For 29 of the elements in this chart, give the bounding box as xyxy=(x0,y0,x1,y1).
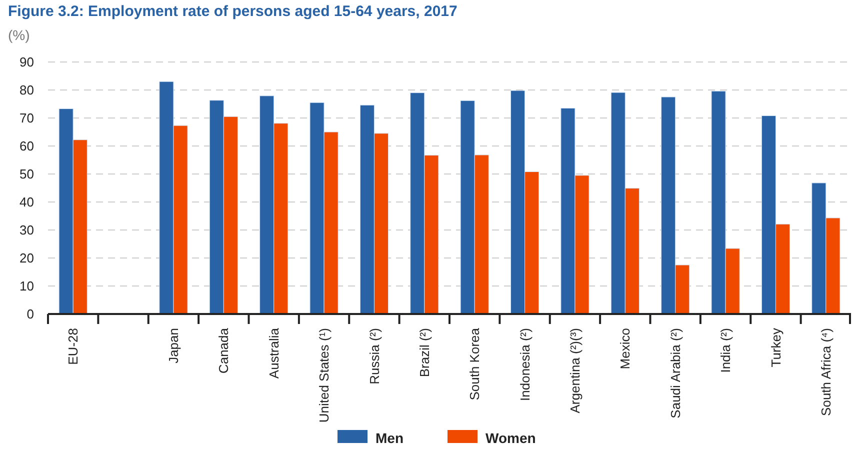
y-tick-label: 40 xyxy=(20,194,34,210)
y-tick-label: 60 xyxy=(20,138,34,154)
y-tick-label: 80 xyxy=(20,82,34,98)
y-tick-label: 30 xyxy=(20,222,34,238)
y-tick-label: 20 xyxy=(20,250,34,266)
chart-title: Figure 3.2: Employment rate of persons aged 15-64 years, 2017 xyxy=(8,3,458,20)
y-tick-label: 50 xyxy=(20,166,34,182)
x-tick-label: Argentina (²)(³) xyxy=(568,328,583,414)
x-tick-label: Brazil (²) xyxy=(416,328,432,378)
x-tick-label: Saudi Arabia (²) xyxy=(668,328,683,418)
x-tick-label: Japan xyxy=(166,328,182,364)
legend-label: Women xyxy=(486,430,536,446)
x-tick-label: Russia (²) xyxy=(366,328,382,384)
y-tick-label: 70 xyxy=(20,110,34,126)
x-tick-label: India (²) xyxy=(718,328,734,373)
y-tick-label: 0 xyxy=(26,306,34,322)
y-axis-title: (%) xyxy=(8,27,30,43)
x-tick-label: Turkey xyxy=(768,328,784,368)
x-tick-label: South Africa (⁴) xyxy=(818,328,834,416)
legend-label: Men xyxy=(376,430,404,446)
x-tick-label: Indonesia (²) xyxy=(517,328,532,401)
x-tick-label: EU-28 xyxy=(66,328,81,365)
x-tick-label: Mexico xyxy=(618,328,633,370)
x-tick-label: Canada xyxy=(216,327,232,374)
y-tick-label: 10 xyxy=(20,278,34,294)
x-tick-label: Australia xyxy=(266,327,282,379)
x-tick-label: United States (¹) xyxy=(316,328,332,423)
y-tick-label: 90 xyxy=(20,54,34,70)
x-tick-label: South Korea xyxy=(467,327,482,400)
